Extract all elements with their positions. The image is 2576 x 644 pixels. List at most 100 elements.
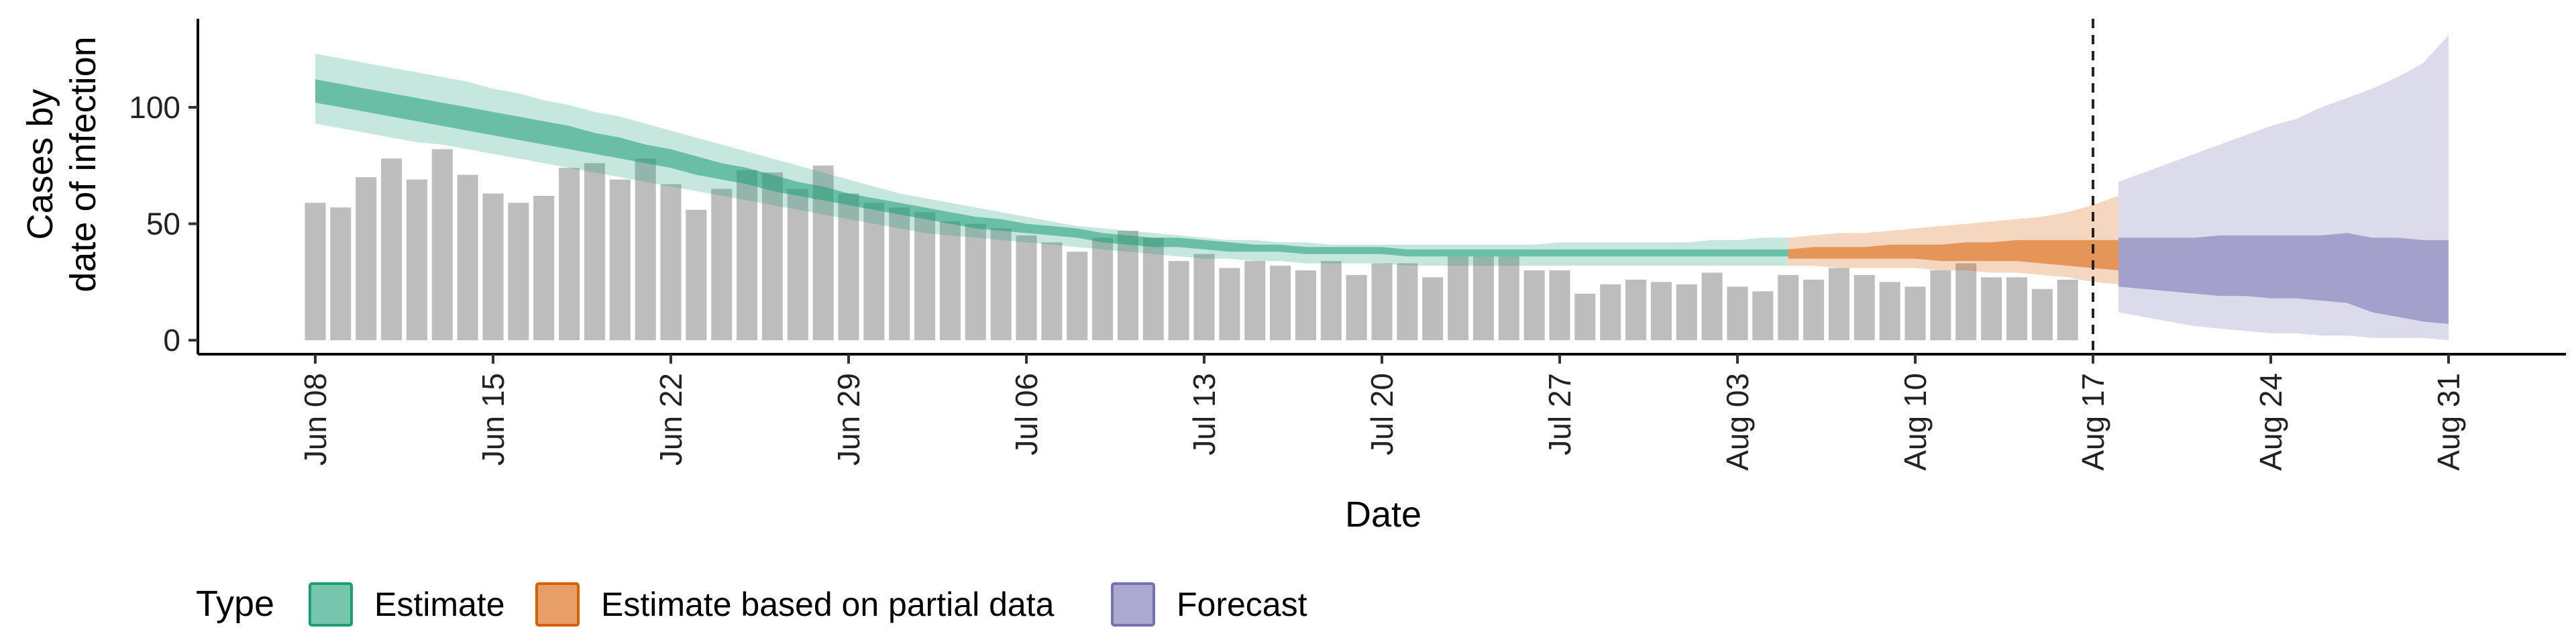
y-axis-title-line1: Cases by — [20, 89, 60, 239]
bar-10 — [559, 168, 580, 341]
bar-42 — [1371, 263, 1393, 341]
bar-68 — [2031, 288, 2053, 341]
bar-41 — [1346, 274, 1367, 341]
band-inner-estimate-based-on-partial-data — [1788, 239, 2118, 270]
legend-swatch-estimate — [309, 582, 353, 627]
bar-52 — [1625, 279, 1647, 341]
bar-55 — [1701, 272, 1723, 341]
band-inner-forecast — [2118, 233, 2449, 324]
legend-label-forecast: Forecast — [1177, 586, 1307, 623]
x-tick-label-12: Aug 31 — [2431, 373, 2466, 471]
bar-0 — [305, 203, 326, 341]
bar-5 — [431, 149, 453, 341]
bar-39 — [1295, 270, 1316, 341]
legend-entry-partial: Estimate based on partial data — [535, 582, 1055, 627]
bar-56 — [1727, 286, 1748, 341]
x-axis-title: Date — [1345, 494, 1421, 535]
bar-67 — [2006, 277, 2027, 341]
x-tick-label-2: Jun 22 — [653, 373, 688, 466]
bar-22 — [863, 203, 885, 341]
bar-33 — [1142, 237, 1164, 341]
bar-19 — [787, 189, 808, 341]
y-ticks: 0 50 100 — [129, 90, 198, 358]
bar-30 — [1067, 252, 1088, 341]
bar-1 — [330, 207, 352, 341]
bar-8 — [508, 203, 529, 341]
bar-54 — [1676, 284, 1697, 341]
bar-16 — [711, 189, 733, 341]
plot-area: 0 50 100 Jun 08 Jun 15 Jun 22 Jun 29 Jul 06 Jul… — [129, 19, 2566, 471]
bands-layer — [315, 35, 2449, 341]
bar-46 — [1472, 256, 1494, 341]
x-tick-label-11: Aug 24 — [2253, 373, 2288, 471]
bar-59 — [1803, 279, 1825, 341]
x-tick-label-7: Jul 27 — [1542, 373, 1577, 455]
bar-37 — [1244, 261, 1266, 341]
y-tick-label-0: 0 — [163, 323, 180, 358]
x-ticks: Jun 08 Jun 15 Jun 22 Jun 29 Jul 06 Jul 13 Jul … — [298, 354, 2466, 471]
bar-47 — [1498, 256, 1519, 341]
bar-49 — [1549, 270, 1570, 341]
bar-38 — [1270, 266, 1291, 341]
bar-23 — [889, 207, 910, 341]
bar-63 — [1904, 286, 1926, 341]
legend: Type Estimate Estimate based on partial … — [196, 582, 1307, 627]
x-tick-label-10: Aug 17 — [2076, 373, 2110, 471]
bars-layer — [305, 149, 2078, 341]
bar-31 — [1092, 237, 1114, 341]
bar-9 — [533, 195, 555, 341]
legend-title: Type — [196, 584, 274, 624]
bar-65 — [1955, 263, 1977, 341]
x-tick-label-0: Jun 08 — [298, 373, 333, 466]
y-tick-label-100: 100 — [129, 90, 180, 125]
bar-50 — [1574, 293, 1596, 341]
bar-57 — [1752, 291, 1774, 341]
bar-35 — [1193, 254, 1215, 341]
bar-26 — [965, 223, 986, 341]
x-tick-label-4: Jul 06 — [1009, 373, 1044, 455]
bar-40 — [1320, 261, 1342, 341]
bar-53 — [1650, 282, 1672, 341]
bar-69 — [2057, 279, 2078, 341]
bar-6 — [457, 174, 478, 341]
bar-61 — [1854, 274, 1875, 341]
bar-44 — [1422, 277, 1444, 341]
legend-entry-estimate: Estimate — [309, 582, 505, 627]
bar-60 — [1828, 268, 1849, 341]
bar-15 — [686, 209, 707, 341]
bar-14 — [660, 184, 682, 341]
x-tick-label-8: Aug 03 — [1720, 373, 1755, 471]
legend-label-estimate: Estimate — [374, 586, 505, 623]
bar-62 — [1879, 282, 1900, 341]
bar-27 — [990, 228, 1012, 341]
bar-3 — [381, 158, 402, 341]
bar-29 — [1041, 242, 1063, 341]
bar-43 — [1397, 263, 1418, 341]
y-tick-label-50: 50 — [146, 207, 180, 241]
bar-13 — [635, 158, 656, 341]
bar-21 — [838, 193, 859, 341]
legend-label-partial: Estimate based on partial data — [601, 586, 1055, 623]
legend-entry-forecast: Forecast — [1111, 582, 1307, 627]
bar-28 — [1016, 235, 1037, 341]
bar-7 — [482, 193, 504, 341]
bar-18 — [761, 172, 783, 341]
x-tick-label-1: Jun 15 — [476, 373, 511, 466]
bar-34 — [1168, 261, 1189, 341]
bar-48 — [1523, 270, 1545, 341]
bar-11 — [584, 163, 605, 341]
bar-25 — [939, 221, 961, 341]
bar-24 — [914, 212, 936, 341]
bar-66 — [1981, 277, 2002, 341]
bar-36 — [1219, 268, 1240, 341]
x-tick-label-5: Jul 13 — [1187, 373, 1222, 455]
bar-32 — [1117, 230, 1138, 341]
x-tick-label-6: Jul 20 — [1364, 373, 1399, 455]
bar-45 — [1448, 256, 1469, 341]
x-tick-label-3: Jun 29 — [831, 373, 866, 466]
legend-swatch-forecast — [1111, 582, 1155, 627]
bar-17 — [737, 170, 758, 341]
x-tick-label-9: Aug 10 — [1898, 373, 1933, 471]
bar-4 — [406, 179, 427, 341]
